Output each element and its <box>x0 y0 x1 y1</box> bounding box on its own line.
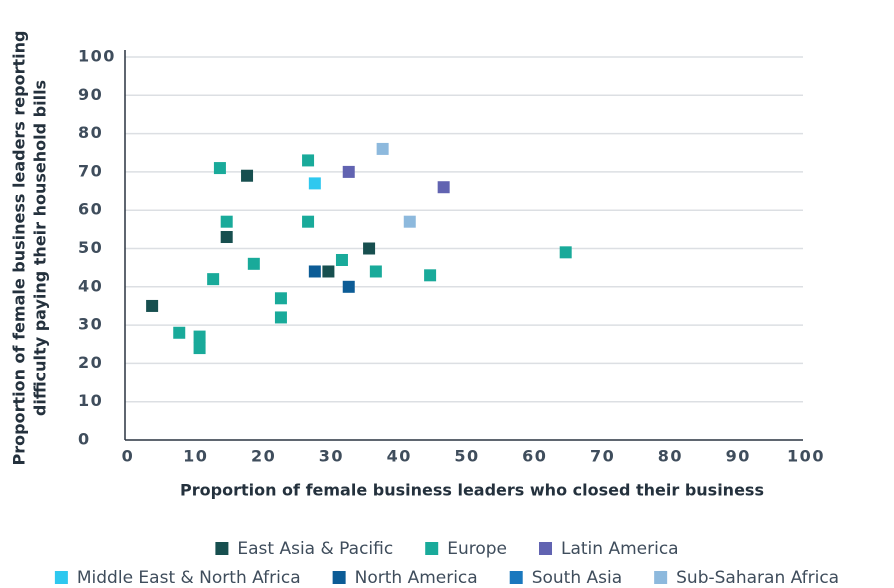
y-tick-label: 0 <box>78 430 91 449</box>
marker <box>308 265 321 278</box>
marker <box>173 326 186 339</box>
legend-swatch <box>539 542 553 555</box>
marker <box>342 280 355 293</box>
y-tick-label: 20 <box>78 353 103 372</box>
x-tick-label: 0 <box>122 447 135 466</box>
marker <box>403 215 416 228</box>
y-tick-label: 10 <box>78 391 103 410</box>
legend-label: Latin America <box>561 539 679 559</box>
legend-label: Europe <box>447 539 507 559</box>
marker <box>369 265 382 278</box>
marker <box>241 169 254 182</box>
marker <box>207 273 220 286</box>
x-tick-label: 100 <box>787 447 825 466</box>
x-tick-label: 70 <box>590 447 615 466</box>
marker <box>322 265 335 278</box>
marker <box>308 177 321 190</box>
y-tick-label: 50 <box>78 238 103 257</box>
x-tick-label: 40 <box>387 447 412 466</box>
marker <box>247 257 260 270</box>
x-tick-label: 60 <box>522 447 547 466</box>
marker <box>193 342 206 355</box>
legend-label: Sub-Saharan Africa <box>676 568 839 588</box>
y-axis-label: difficulty paying their household bills <box>31 80 50 416</box>
legend-label: Middle East & North Africa <box>77 568 301 588</box>
y-tick-label: 60 <box>78 200 103 219</box>
y-axis-label: Proportion of female business leaders re… <box>10 31 29 466</box>
marker <box>302 215 315 228</box>
x-axis-label: Proportion of female business leaders wh… <box>180 481 764 500</box>
y-tick-label: 30 <box>78 315 103 334</box>
legend-swatch <box>215 542 229 555</box>
marker <box>220 231 233 244</box>
y-tick-label: 80 <box>78 123 103 142</box>
x-tick-label: 80 <box>658 447 683 466</box>
marker <box>213 162 226 175</box>
legend-swatch <box>425 542 439 555</box>
legend-label: East Asia & Pacific <box>237 539 393 559</box>
marker <box>437 181 450 194</box>
y-tick-label: 70 <box>78 161 103 180</box>
marker <box>274 292 287 305</box>
marker <box>559 246 572 259</box>
marker <box>220 215 233 228</box>
legend-swatch <box>54 571 68 584</box>
y-tick-label: 100 <box>78 47 116 66</box>
x-tick-label: 50 <box>454 447 479 466</box>
marker <box>335 253 348 266</box>
x-tick-label: 20 <box>251 447 276 466</box>
x-tick-label: 10 <box>183 447 208 466</box>
legend-label: North America <box>355 568 478 588</box>
marker <box>146 299 159 312</box>
marker <box>363 242 376 255</box>
marker <box>193 330 206 343</box>
x-tick-label: 30 <box>319 447 344 466</box>
marker <box>302 154 315 167</box>
x-tick-label: 90 <box>726 447 751 466</box>
legend-swatch <box>654 571 668 584</box>
marker <box>342 165 355 178</box>
legend-label: South Asia <box>532 568 622 588</box>
marker <box>376 142 389 155</box>
y-tick-label: 40 <box>78 276 103 295</box>
marker <box>424 269 437 282</box>
y-tick-label: 90 <box>78 85 103 104</box>
legend-swatch <box>332 571 346 584</box>
legend-swatch <box>509 571 523 584</box>
marker <box>274 311 287 324</box>
